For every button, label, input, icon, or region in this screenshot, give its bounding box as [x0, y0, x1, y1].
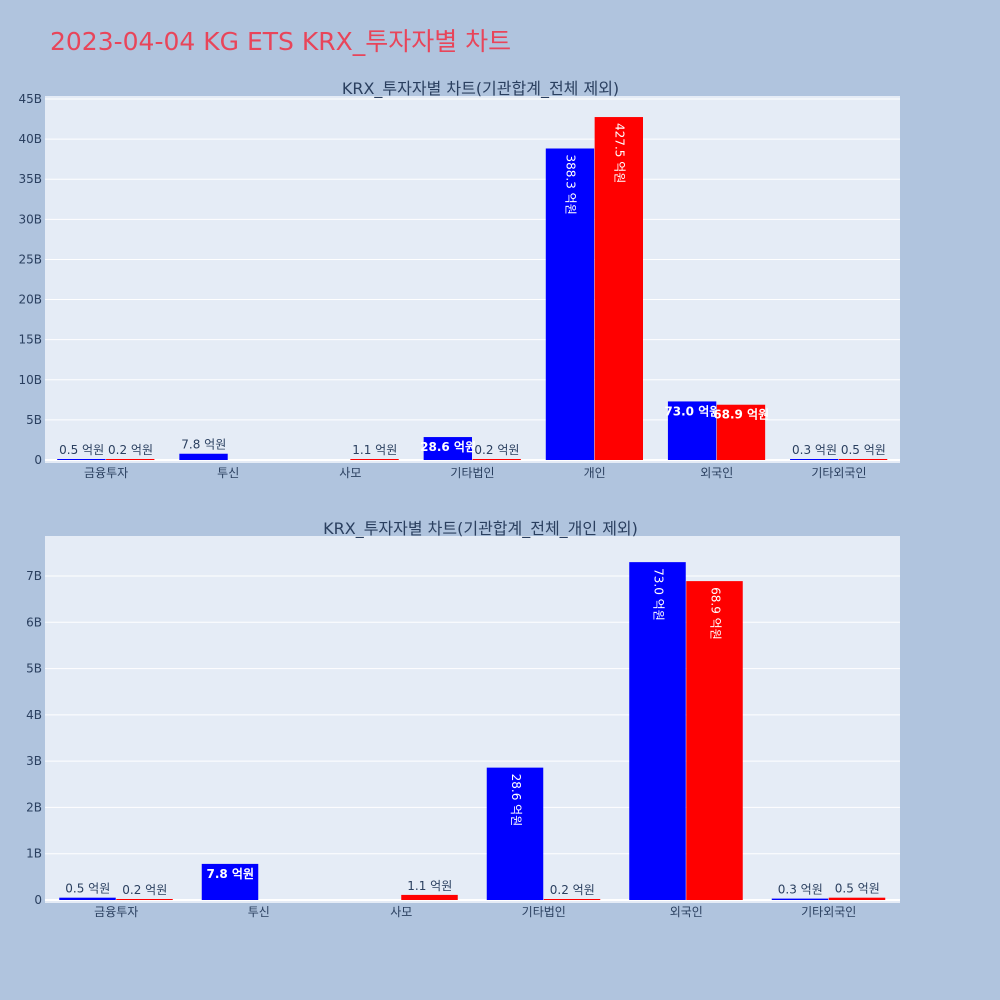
x-tick-label: 기타외국인 [811, 466, 866, 480]
y-tick-label: 40B [18, 132, 42, 146]
data-label: 0.2 억원 [474, 443, 519, 457]
plot-area [45, 96, 900, 463]
bar [716, 404, 766, 460]
page-title: 2023-04-04 KG ETS KRX_투자자별 차트 [50, 27, 512, 56]
bar [201, 863, 259, 900]
bar [545, 148, 595, 460]
y-tick-label: 35B [18, 172, 42, 186]
bar [179, 453, 228, 460]
data-label: 0.3 억원 [778, 883, 823, 897]
x-tick-label: 사모 [339, 466, 361, 480]
data-label: 0.5 억원 [835, 882, 880, 896]
bar [350, 459, 399, 460]
bar [828, 897, 886, 900]
bar [629, 562, 686, 900]
data-label: 1.1 억원 [407, 879, 452, 893]
y-tick-label: 2B [26, 800, 42, 814]
x-tick-label: 외국인 [700, 466, 733, 480]
y-tick-label: 5B [26, 413, 42, 427]
x-tick-label: 금융투자 [94, 905, 138, 919]
y-tick-label: 45B [18, 92, 42, 106]
x-tick-label: 사모 [390, 905, 412, 919]
data-label: 28.6 억원 [509, 774, 523, 827]
bar [771, 898, 829, 900]
y-tick-label: 3B [26, 754, 42, 768]
bar [543, 899, 601, 900]
x-tick-label: 기타법인 [450, 466, 494, 480]
x-tick-label: 투신 [248, 905, 270, 919]
data-label: 1.1 억원 [352, 443, 397, 457]
data-label: 0.5 억원 [59, 443, 104, 457]
data-label: 0.5 억원 [841, 443, 886, 457]
bar [401, 894, 458, 900]
y-tick-label: 5B [26, 662, 42, 676]
bar [472, 459, 521, 460]
bar [106, 459, 155, 460]
data-label: 68.9 억원 [708, 587, 722, 640]
data-label: 0.2 억원 [122, 883, 167, 897]
data-label: 0.5 억원 [65, 882, 110, 896]
chart-title: KRX_투자자별 차트(기관합계_전체 제외) [342, 79, 619, 99]
data-label: 73.0 억원 [664, 404, 720, 418]
bar [486, 767, 544, 900]
plot-area [45, 536, 900, 903]
data-label: 28.6 억원 [420, 440, 476, 454]
x-tick-label: 외국인 [670, 905, 703, 919]
x-tick-label: 투신 [217, 466, 239, 480]
y-tick-label: 4B [26, 708, 42, 722]
bar [790, 459, 839, 460]
bar [667, 401, 717, 460]
chart-bottom: 0 1B 2B 3B 4B 5B 6B 7B KRX_투자자별 차트(기관합계_전체_개인 제외… [26, 519, 900, 919]
data-label: 427.5 억원 [613, 123, 627, 183]
y-tick-label: 10B [18, 373, 42, 387]
chart-title: KRX_투자자별 차트(기관합계_전체_개인 제외) [323, 519, 638, 539]
data-label: 73.0 억원 [651, 568, 665, 621]
y-tick-label: 7B [26, 569, 42, 583]
data-label: 0.2 억원 [550, 883, 595, 897]
y-tick-label: 0 [34, 453, 42, 467]
y-tick-label: 30B [18, 212, 42, 226]
data-label: 388.3 억원 [564, 154, 578, 214]
bar [59, 897, 116, 900]
x-tick-label: 개인 [584, 466, 606, 480]
bar [116, 899, 173, 900]
bar [594, 117, 643, 461]
y-tick-label: 6B [26, 615, 42, 629]
data-label: 68.9 억원 [713, 408, 769, 422]
bar [838, 459, 888, 460]
bar [423, 437, 472, 460]
bar [686, 581, 743, 900]
y-tick-label: 25B [18, 252, 42, 266]
y-tick-label: 20B [18, 293, 42, 307]
bar [57, 459, 106, 460]
x-tick-label: 금융투자 [84, 466, 128, 480]
data-label: 7.8 억원 [206, 867, 254, 881]
x-tick-label: 기타외국인 [801, 905, 856, 919]
y-tick-label: 1B [26, 847, 42, 861]
data-label: 0.3 억원 [792, 443, 837, 457]
chart-top: 0 5B 10B 15B 20B 25B 30B 35B 40B 45B KRX_투자자별 차트(기… [18, 79, 900, 480]
data-label: 0.2 억원 [108, 443, 153, 457]
data-label: 7.8 억원 [181, 438, 226, 452]
x-tick-label: 기타법인 [522, 905, 566, 919]
y-tick-label: 15B [18, 333, 42, 347]
y-tick-label: 0 [34, 893, 42, 907]
